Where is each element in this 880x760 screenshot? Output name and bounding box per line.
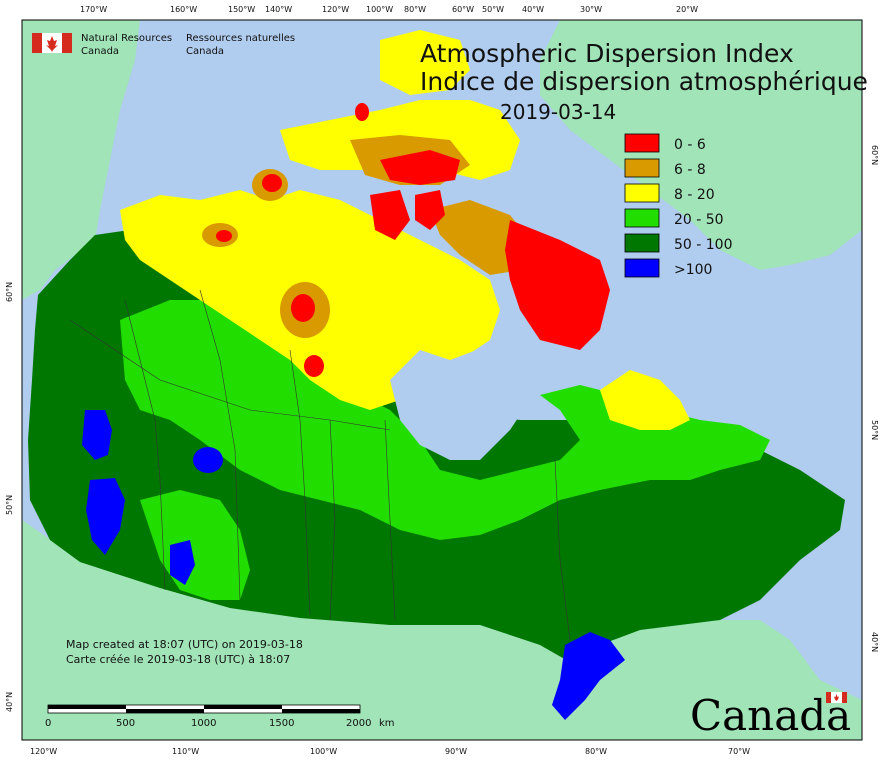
- tick-top-7: 60°W: [452, 5, 474, 14]
- scale-label-2: 1000: [191, 718, 216, 729]
- tick-top-11: 20°W: [676, 5, 698, 14]
- legend-label-2: 8 - 20: [674, 187, 715, 203]
- map-border: [21, 19, 863, 741]
- legend-swatch-5: [624, 258, 660, 278]
- tick-left-1: 50°N: [5, 495, 14, 515]
- tick-top-4: 120°W: [322, 5, 349, 14]
- tick-bottom-4: 80°W: [585, 747, 607, 756]
- pacific-coast-land: [22, 520, 60, 740]
- top-ticks: 170°W 160°W 150°W 140°W 120°W 100°W 80°W…: [80, 5, 698, 14]
- scale-bar: 0 500 1000 1500 2000 km: [45, 704, 395, 729]
- zone-20-50-south: [140, 490, 250, 600]
- canada-wordmark: Canada: [690, 691, 851, 740]
- tick-top-2: 150°W: [228, 5, 255, 14]
- tick-top-10: 30°W: [580, 5, 602, 14]
- scale-label-0: 0: [45, 718, 51, 729]
- zone-0-6-arctic: [380, 150, 460, 185]
- legend-label-1: 6 - 8: [674, 162, 706, 178]
- zone-8-20-labrador: [600, 370, 690, 430]
- tick-top-8: 50°W: [482, 5, 504, 14]
- nrcan-signature: Natural Resources Canada Ressources natu…: [32, 33, 295, 57]
- scale-unit: km: [379, 718, 395, 729]
- created-note-en: Map created at 18:07 (UTC) on 2019-03-18: [66, 638, 303, 651]
- legend-swatch-0: [624, 133, 660, 153]
- zone-6-8: [430, 200, 530, 275]
- zone-0-6-spot-5: [355, 103, 369, 121]
- legend-swatch-3: [624, 208, 660, 228]
- tick-top-5: 100°W: [366, 5, 393, 14]
- greenland: [540, 20, 862, 270]
- left-ticks: 60°N 50°N 40°N: [5, 282, 14, 712]
- tick-left-0: 60°N: [5, 282, 14, 302]
- zone-0-6-spot-4: [216, 230, 232, 242]
- tick-bottom-1: 110°W: [172, 747, 199, 756]
- zone-0-6-spot: [291, 294, 315, 322]
- tick-right-1: 50°N: [870, 420, 879, 440]
- tick-bottom-5: 70°W: [728, 747, 750, 756]
- agency-en-line1: Natural Resources: [81, 33, 172, 44]
- tick-bottom-2: 100°W: [310, 747, 337, 756]
- zone-0-6-arctic-3: [415, 190, 445, 230]
- right-ticks: 60°N 50°N 40°N: [870, 145, 879, 652]
- canada-wordmark-text: Canada: [690, 691, 851, 740]
- zone-8-20-north: [380, 30, 470, 95]
- zone-over-100-ontario: [552, 632, 625, 720]
- zone-0-6-spot-2: [304, 355, 324, 377]
- legend-swatch-1: [624, 158, 660, 178]
- tick-left-2: 40°N: [5, 692, 14, 712]
- wordmark-flag-icon: [826, 692, 847, 703]
- zone-over-100-bc-2: [86, 478, 125, 555]
- agency-en-line2: Canada: [81, 46, 119, 57]
- scale-label-4: 2000: [346, 718, 371, 729]
- alaska: [22, 20, 140, 300]
- map-title-fr: Indice de dispersion atmosphérique: [420, 67, 868, 96]
- zone-over-100-bc: [82, 410, 112, 460]
- legend-swatch-2: [624, 183, 660, 203]
- tick-right-0: 60°N: [870, 145, 879, 165]
- boundaries: [69, 289, 571, 641]
- tick-bottom-0: 120°W: [30, 747, 57, 756]
- zone-0-6-baffin: [505, 220, 610, 350]
- legend: 0 - 6 6 - 8 8 - 20 20 - 50 50 - 100 >100: [624, 133, 733, 278]
- hudson-bay: [390, 345, 540, 460]
- scale-label-3: 1500: [269, 718, 294, 729]
- bottom-ticks: 120°W 110°W 100°W 90°W 80°W 70°W: [30, 747, 750, 756]
- tick-top-9: 40°W: [522, 5, 544, 14]
- zone-0-6-spot-3: [262, 174, 282, 192]
- zone-over-100-south: [170, 540, 195, 585]
- legend-label-4: 50 - 100: [674, 237, 733, 253]
- zone-over-100-spot: [193, 447, 223, 473]
- tick-top-6: 80°W: [404, 5, 426, 14]
- zone-20-50: [120, 300, 770, 540]
- agency-fr-line1: Ressources naturelles: [186, 33, 295, 44]
- legend-swatch-4: [624, 233, 660, 253]
- canada-flag-icon: [32, 33, 72, 53]
- tick-bottom-3: 90°W: [445, 747, 467, 756]
- legend-label-0: 0 - 6: [674, 137, 706, 153]
- legend-label-3: 20 - 50: [674, 212, 724, 228]
- agency-fr-line2: Canada: [186, 46, 224, 57]
- tick-right-2: 40°N: [870, 632, 879, 652]
- usa: [22, 520, 862, 740]
- created-note-fr: Carte créée le 2019-03-18 (UTC) à 18:07: [66, 653, 290, 666]
- tick-top-3: 140°W: [265, 5, 292, 14]
- map-date: 2019-03-14: [500, 100, 616, 124]
- zone-0-6-arctic-2: [370, 190, 410, 240]
- scale-label-1: 500: [116, 718, 135, 729]
- tick-top-0: 170°W: [80, 5, 107, 14]
- legend-label-5: >100: [674, 262, 712, 278]
- tick-top-1: 160°W: [170, 5, 197, 14]
- map-title-en: Atmospheric Dispersion Index: [420, 39, 794, 68]
